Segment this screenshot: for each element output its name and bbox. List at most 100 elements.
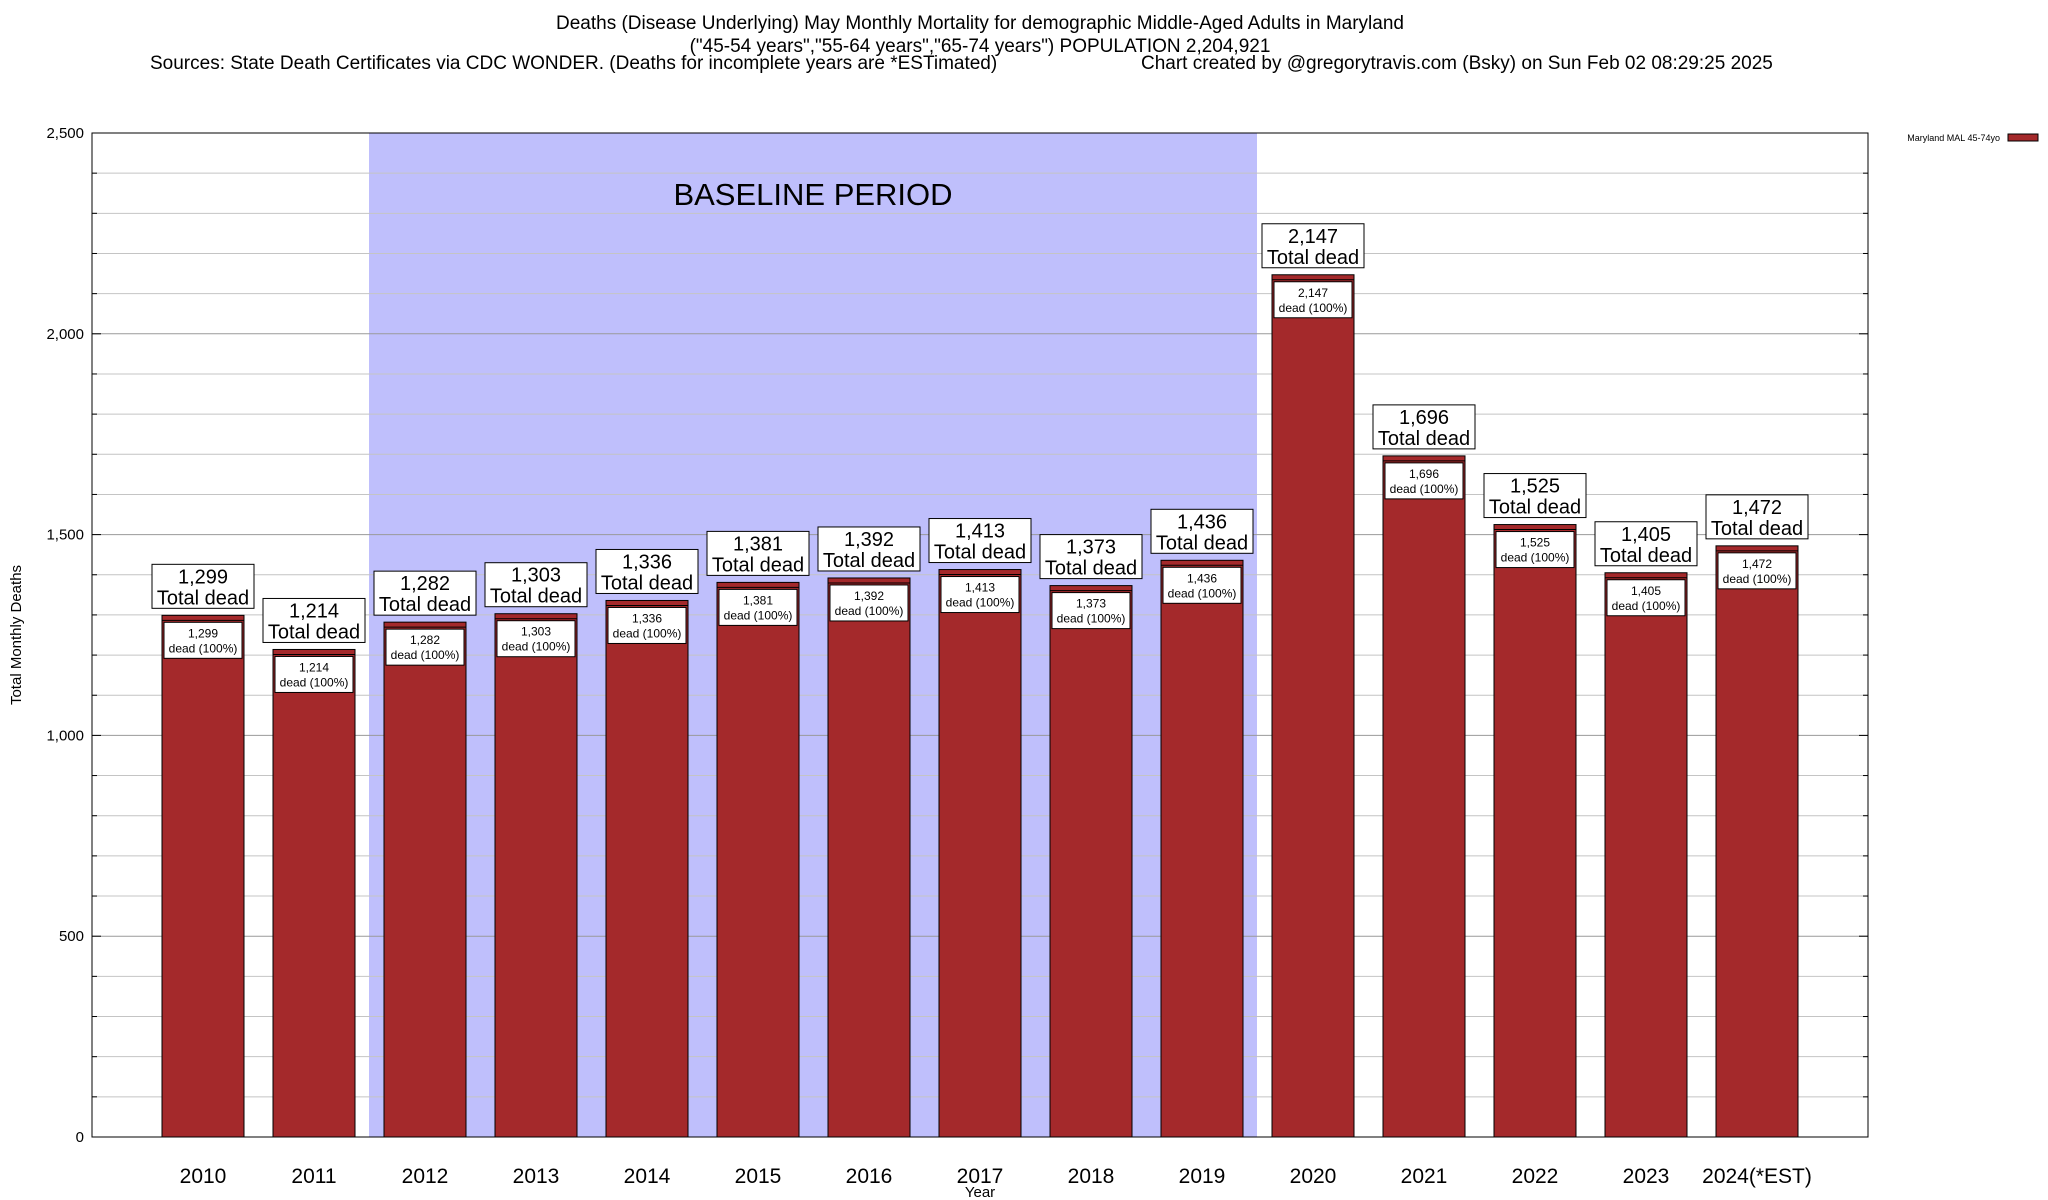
total-label-box: [151, 563, 255, 609]
total-value-label: 1,405: [1621, 524, 1671, 546]
inner-percent-label: dead (100%): [1723, 572, 1792, 586]
legend-label: Maryland MAL 45-74yo: [1907, 133, 2000, 143]
inner-value-label: 1,299: [188, 626, 218, 640]
inner-value-label: 1,405: [1631, 584, 1661, 598]
bar-2013: [494, 613, 578, 1138]
chart-title: Deaths (Disease Underlying) May Monthly …: [0, 12, 1960, 58]
bar-2017: [938, 569, 1022, 1138]
x-category-label: 2018: [1068, 1165, 1115, 1188]
total-value-label: 1,373: [1066, 537, 1116, 559]
inner-percent-label: dead (100%): [280, 675, 349, 689]
total-label-box: [1039, 534, 1143, 580]
total-dead-label: Total dead: [268, 621, 360, 643]
bar-2024(*EST): [1715, 545, 1799, 1138]
inner-percent-label: dead (100%): [946, 596, 1015, 610]
total-dead-label: Total dead: [1711, 518, 1803, 540]
inner-value-label: 2,147: [1298, 286, 1328, 300]
total-label-box: [595, 548, 699, 594]
y-tick-label: 2,500: [46, 125, 84, 142]
bar-2022: [1493, 524, 1577, 1138]
inner-percent-label: dead (100%): [835, 604, 904, 618]
total-dead-label: Total dead: [1267, 247, 1359, 269]
inner-value-label: 1,525: [1520, 536, 1550, 550]
total-dead-label: Total dead: [379, 594, 471, 616]
y-tick-label: 2,000: [46, 326, 84, 343]
bar-2010: [161, 614, 245, 1138]
total-dead-label: Total dead: [601, 572, 693, 594]
inner-label-box: [1606, 579, 1686, 617]
inner-value-label: 1,373: [1076, 597, 1106, 611]
total-value-label: 1,472: [1732, 497, 1782, 519]
total-label-box: [1150, 508, 1254, 554]
total-label-box: [1705, 494, 1809, 540]
y-tick-label: 0: [76, 1129, 84, 1146]
total-label-box: [1261, 223, 1365, 269]
y-axis-title: Total Monthly Deaths: [8, 565, 25, 705]
x-category-label: 2014: [624, 1165, 671, 1188]
total-value-label: 1,336: [622, 551, 672, 573]
x-category-label: 2013: [513, 1165, 560, 1188]
total-dead-label: Total dead: [1156, 532, 1248, 554]
inner-label-box: [607, 606, 687, 644]
bar-2021: [1382, 455, 1466, 1138]
inner-label-box: [274, 655, 354, 693]
inner-percent-label: dead (100%): [391, 648, 460, 662]
total-value-label: 1,303: [511, 565, 561, 587]
inner-percent-label: dead (100%): [1390, 482, 1459, 496]
bar-2016: [827, 577, 911, 1138]
total-value-label: 2,147: [1288, 226, 1338, 248]
x-category-label: 2012: [402, 1165, 449, 1188]
bar-2023: [1604, 572, 1688, 1138]
x-category-label: 2017: [957, 1165, 1004, 1188]
inner-label-box: [1495, 531, 1575, 569]
inner-label-box: [1051, 592, 1131, 630]
total-value-label: 1,392: [844, 529, 894, 551]
total-dead-label: Total dead: [490, 586, 582, 608]
total-dead-label: Total dead: [157, 587, 249, 609]
x-category-label: 2021: [1401, 1165, 1448, 1188]
total-label-box: [706, 530, 810, 576]
inner-label-box: [163, 621, 243, 659]
title-line-2: ("45-54 years","55-64 years","65-74 year…: [689, 36, 1271, 57]
inner-label-box: [385, 628, 465, 666]
inner-value-label: 1,282: [410, 633, 440, 647]
x-category-label: 2010: [180, 1165, 227, 1188]
bar-2018: [1049, 585, 1133, 1138]
total-label-box: [262, 597, 366, 643]
total-dead-label: Total dead: [712, 554, 804, 576]
total-label-box: [817, 526, 921, 572]
inner-value-label: 1,696: [1409, 467, 1439, 481]
inner-label-box: [940, 576, 1020, 614]
inner-percent-label: dead (100%): [1057, 612, 1126, 626]
bar-2012: [383, 621, 467, 1138]
bar-2014: [605, 599, 689, 1138]
inner-value-label: 1,214: [299, 660, 329, 674]
bar-2011: [272, 648, 356, 1138]
inner-percent-label: dead (100%): [502, 640, 571, 654]
x-category-label: 2019: [1179, 1165, 1226, 1188]
total-value-label: 1,282: [400, 573, 450, 595]
total-value-label: 1,413: [955, 521, 1005, 543]
bar-2019: [1160, 559, 1244, 1138]
inner-label-box: [496, 620, 576, 658]
inner-percent-label: dead (100%): [1501, 551, 1570, 565]
inner-percent-label: dead (100%): [1279, 301, 1348, 315]
bar-2020: [1271, 274, 1355, 1138]
total-value-label: 1,525: [1510, 476, 1560, 498]
total-dead-label: Total dead: [1600, 545, 1692, 567]
total-dead-label: Total dead: [1489, 497, 1581, 519]
credit-note: Chart created by @gregorytravis.com (Bsk…: [1141, 53, 1773, 74]
x-category-label: 2022: [1512, 1165, 1559, 1188]
inner-value-label: 1,413: [965, 581, 995, 595]
total-dead-label: Total dead: [1378, 428, 1470, 450]
inner-percent-label: dead (100%): [724, 608, 793, 622]
inner-value-label: 1,336: [632, 611, 662, 625]
x-category-label: 2020: [1290, 1165, 1337, 1188]
inner-label-box: [1384, 462, 1464, 500]
y-tick-label: 1,000: [46, 727, 84, 744]
inner-percent-label: dead (100%): [613, 626, 682, 640]
y-tick-label: 500: [59, 928, 84, 945]
total-dead-label: Total dead: [1045, 558, 1137, 580]
x-axis-title: Year: [965, 1184, 995, 1200]
